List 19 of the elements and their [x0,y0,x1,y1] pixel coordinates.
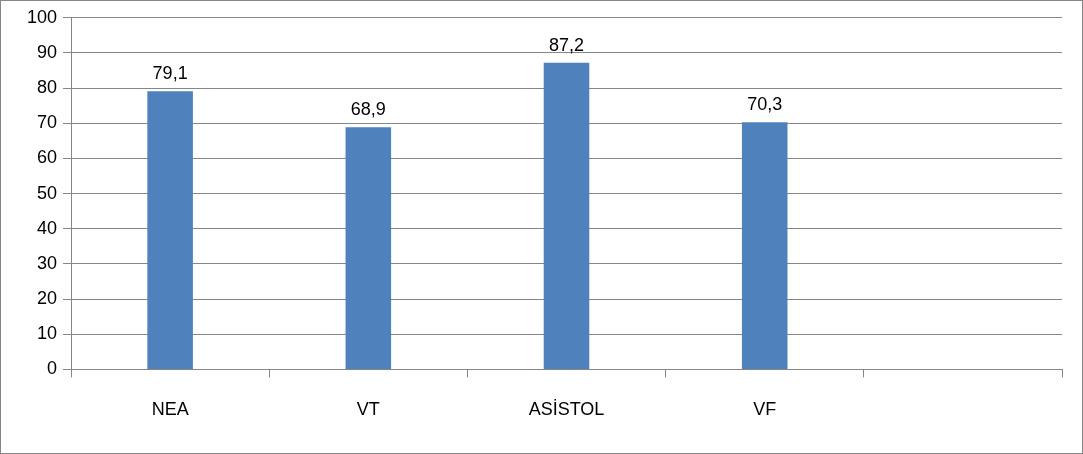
y-tick-label: 60 [37,147,58,168]
data-label: 79,1 [152,63,188,84]
y-tick-label: 20 [37,288,58,309]
y-tick-label: 70 [37,112,58,133]
y-tick-label: 40 [37,217,58,238]
data-label: 68,9 [350,99,386,120]
x-tick-label: VT [356,399,380,420]
x-tick-label: ASİSTOL [528,399,605,420]
y-tick-label: 80 [37,77,58,98]
y-tick-label: 30 [37,252,58,273]
y-tick-label: 100 [26,6,58,27]
y-tick-label: 90 [37,41,58,62]
x-tick-label: VF [753,399,777,420]
y-tick-label: 10 [37,323,58,344]
x-tick-label: NEA [151,399,189,420]
y-tick-label: 0 [47,358,58,379]
data-label: 87,2 [548,34,585,55]
y-tick-label: 50 [37,182,58,203]
data-label: 70,3 [747,94,783,115]
